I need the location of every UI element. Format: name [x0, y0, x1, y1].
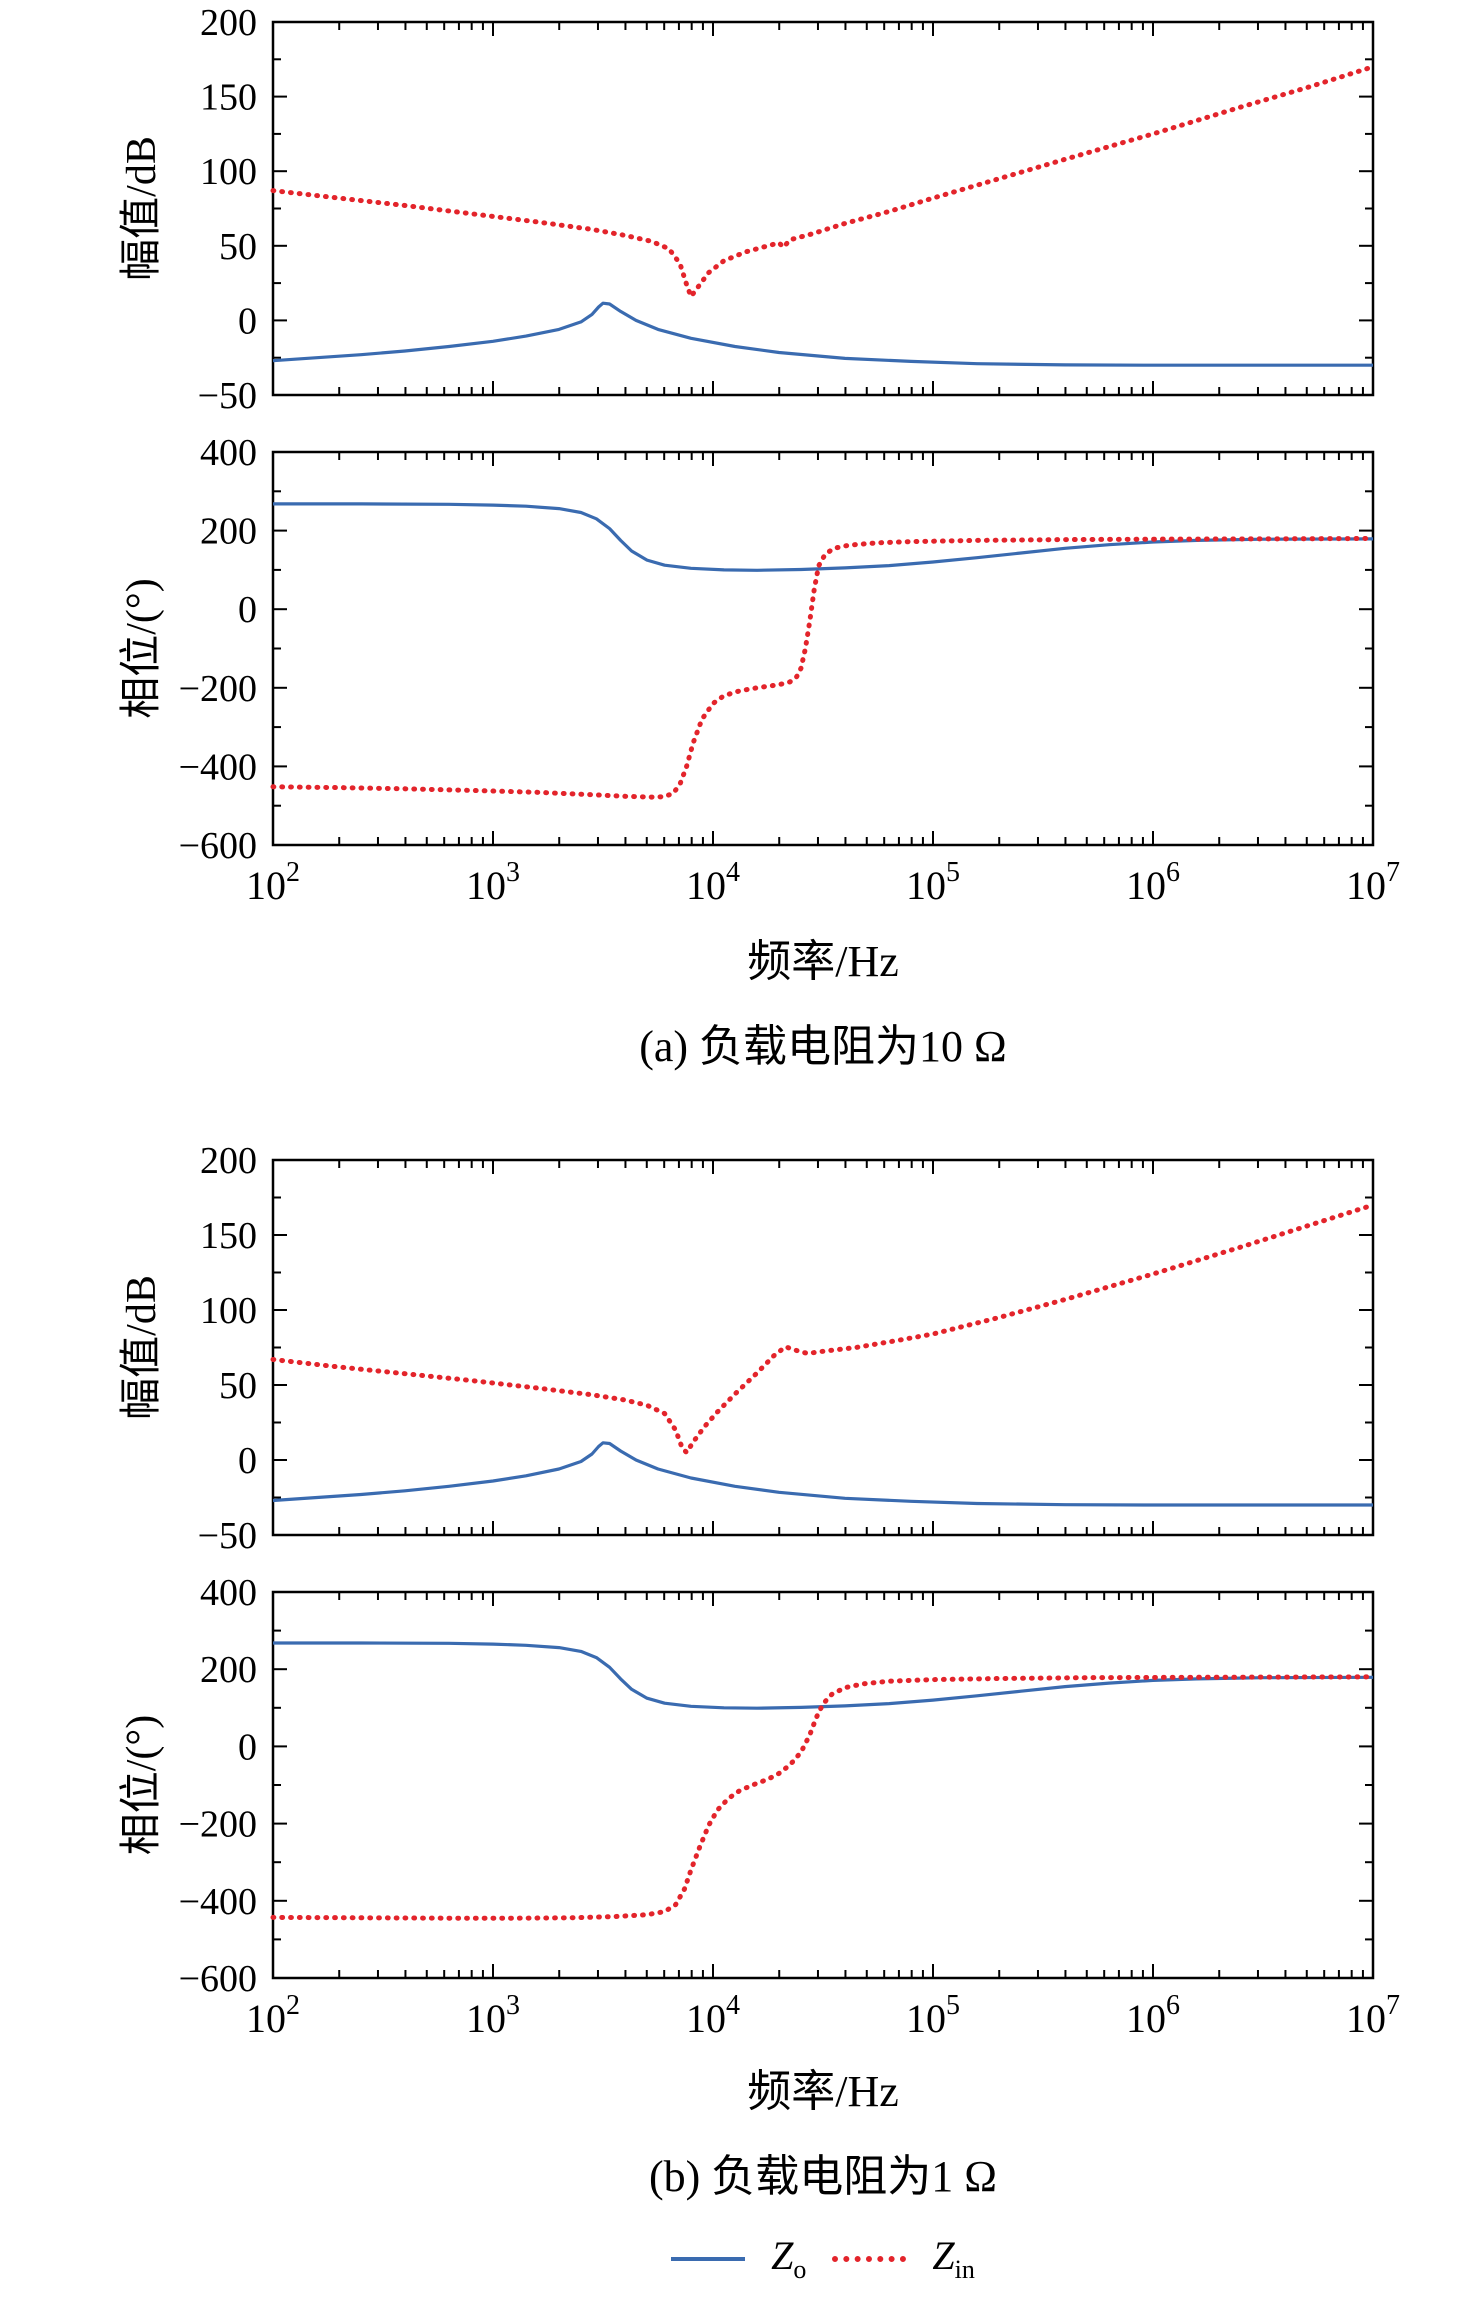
zo-legend-line: [671, 2256, 746, 2261]
svg-text:104: 104: [686, 1990, 740, 2041]
legend-label-zo: Zo: [771, 2233, 807, 2284]
svg-text:100: 100: [200, 151, 257, 193]
svg-text:104: 104: [686, 857, 740, 908]
svg-text:50: 50: [219, 226, 257, 268]
svg-text:150: 150: [200, 77, 257, 119]
svg-text:200: 200: [200, 511, 257, 553]
svg-text:−400: −400: [179, 746, 257, 788]
svg-text:0: 0: [238, 589, 257, 631]
svg-text:50: 50: [219, 1365, 257, 1407]
svg-text:幅值/dB: 幅值/dB: [119, 136, 165, 281]
svg-text:400: 400: [200, 432, 257, 474]
svg-text:100: 100: [200, 1290, 257, 1332]
svg-text:107: 107: [1346, 857, 1400, 908]
svg-text:400: 400: [200, 1572, 257, 1614]
svg-text:幅值/dB: 幅值/dB: [119, 1275, 165, 1420]
svg-text:−600: −600: [179, 825, 257, 867]
svg-text:103: 103: [466, 1990, 520, 2041]
svg-text:106: 106: [1126, 857, 1180, 908]
svg-text:150: 150: [200, 1215, 257, 1257]
svg-text:105: 105: [906, 857, 960, 908]
svg-text:200: 200: [200, 2, 257, 44]
xaxis-label-b: 频率/Hz: [747, 2067, 899, 2116]
svg-text:−50: −50: [198, 1515, 257, 1557]
xaxis-label-a: 频率/Hz: [747, 937, 899, 986]
svg-text:−200: −200: [179, 1804, 257, 1846]
svg-text:105: 105: [906, 1990, 960, 2041]
svg-text:0: 0: [238, 1440, 257, 1482]
svg-text:−400: −400: [179, 1881, 257, 1923]
chart-b-magnitude: 200 150 100 50 0 −50 幅值/dB: [119, 1140, 1376, 1557]
svg-text:102: 102: [246, 1990, 300, 2041]
zin-legend-line: [832, 2255, 907, 2262]
figure-a-caption: (a) 负载电阻为10 Ω: [639, 1022, 1007, 1071]
svg-text:0: 0: [238, 300, 257, 342]
svg-text:相位/(°): 相位/(°): [118, 578, 165, 718]
legend: Zo Zin: [273, 2232, 1373, 2285]
figure-b-caption: (b) 负载电阻为1 Ω: [648, 2152, 997, 2201]
svg-text:200: 200: [200, 1140, 257, 1182]
svg-text:102: 102: [246, 857, 300, 908]
svg-text:103: 103: [466, 857, 520, 908]
svg-text:107: 107: [1346, 1990, 1400, 2041]
svg-text:相位/(°): 相位/(°): [118, 1715, 165, 1855]
svg-text:−50: −50: [198, 375, 257, 417]
svg-text:0: 0: [238, 1726, 257, 1768]
svg-text:−600: −600: [179, 1958, 257, 2000]
svg-text:−200: −200: [179, 668, 257, 710]
legend-label-zin: Zin: [932, 2233, 975, 2284]
svg-text:200: 200: [200, 1649, 257, 1691]
chart-a-magnitude: 200 150 100 50 0 −50 幅值/dB: [119, 2, 1376, 417]
svg-text:106: 106: [1126, 1990, 1180, 2041]
